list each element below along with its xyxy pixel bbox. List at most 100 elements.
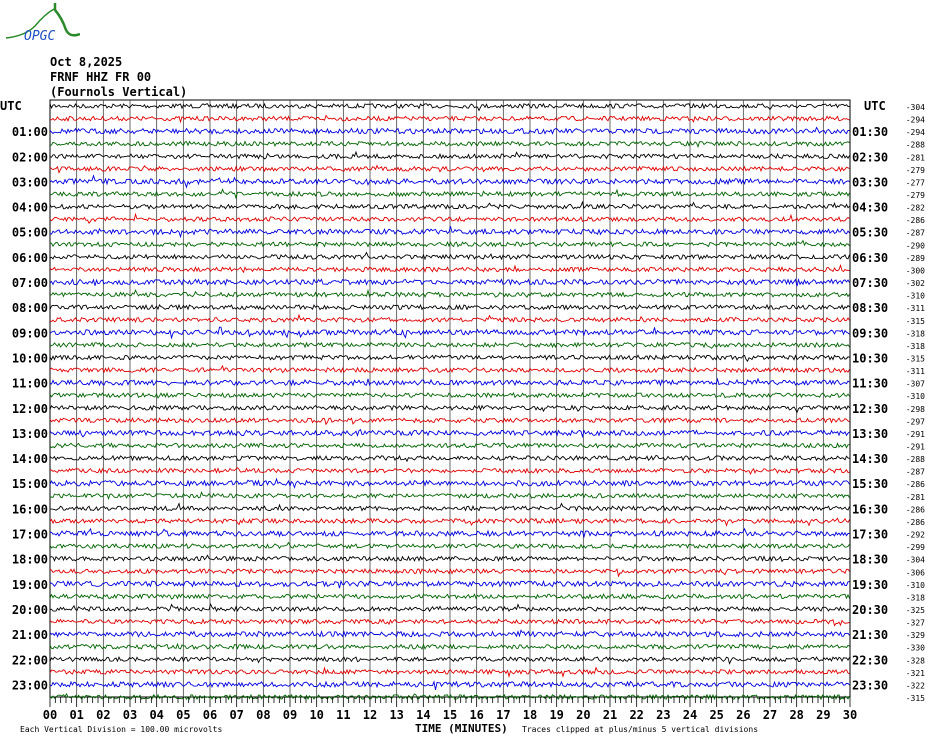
- right-hour-label: 14:30: [852, 452, 888, 466]
- right-hour-label: 08:30: [852, 301, 888, 315]
- x-tick-label: 05: [176, 708, 190, 722]
- right-hour-label: 04:30: [852, 201, 888, 215]
- trace-offset-label: -318: [906, 329, 925, 338]
- x-tick-label: 30: [843, 708, 857, 722]
- left-hour-label: 14:00: [12, 452, 48, 466]
- trace-offset-label: -310: [906, 392, 925, 401]
- left-hour-label: 05:00: [12, 226, 48, 240]
- x-tick-label: 26: [736, 708, 750, 722]
- left-hour-label: 09:00: [12, 326, 48, 340]
- x-tick-label: 18: [523, 708, 537, 722]
- left-hour-label: 16:00: [12, 502, 48, 516]
- trace-offset-label: -322: [906, 681, 925, 690]
- left-hour-label: 08:00: [12, 301, 48, 315]
- trace-offset-label: -298: [906, 405, 925, 414]
- trace-offset-label: -315: [906, 694, 925, 703]
- left-hour-label: 03:00: [12, 175, 48, 189]
- left-hour-label: 06:00: [12, 251, 48, 265]
- trace-offset-label: -286: [906, 480, 925, 489]
- right-hour-label: 05:30: [852, 226, 888, 240]
- x-tick-label: 17: [496, 708, 510, 722]
- left-hour-label: 11:00: [12, 377, 48, 391]
- x-tick-label: 06: [203, 708, 217, 722]
- clip-note: Traces clipped at plus/minus 5 vertical …: [522, 725, 758, 734]
- trace-offset-label: -310: [906, 292, 925, 301]
- scale-note: Each Vertical Division = 100.00 microvol…: [20, 725, 222, 734]
- right-hour-label: 02:30: [852, 150, 888, 164]
- right-hour-label: 18:30: [852, 553, 888, 567]
- x-tick-label: 27: [763, 708, 777, 722]
- trace-offset-label: -302: [906, 279, 925, 288]
- right-hour-label: 03:30: [852, 175, 888, 189]
- x-tick-label: 09: [283, 708, 297, 722]
- right-hour-label: 12:30: [852, 402, 888, 416]
- x-tick-label: 10: [309, 708, 323, 722]
- x-tick-label: 12: [363, 708, 377, 722]
- trace-offset-label: -299: [906, 543, 925, 552]
- trace-offset-label: -318: [906, 342, 925, 351]
- x-tick-label: 25: [709, 708, 723, 722]
- x-tick-label: 19: [549, 708, 563, 722]
- trace-offset-label: -279: [906, 191, 925, 200]
- x-axis-title: TIME (MINUTES): [415, 722, 508, 735]
- trace-offset-label: -328: [906, 656, 925, 665]
- x-tick-label: 22: [629, 708, 643, 722]
- right-hour-label: 21:30: [852, 628, 888, 642]
- right-hour-label: 07:30: [852, 276, 888, 290]
- trace-offset-label: -288: [906, 455, 925, 464]
- trace-offset-label: -294: [906, 116, 925, 125]
- left-hour-label: 07:00: [12, 276, 48, 290]
- right-hour-label: 15:30: [852, 477, 888, 491]
- x-tick-label: 08: [256, 708, 270, 722]
- trace-offset-label: -279: [906, 166, 925, 175]
- right-hour-label: 13:30: [852, 427, 888, 441]
- x-tick-label: 28: [789, 708, 803, 722]
- trace-offset-label: -330: [906, 644, 925, 653]
- left-hour-label: 13:00: [12, 427, 48, 441]
- trace-offset-label: -327: [906, 619, 925, 628]
- trace-offset-label: -292: [906, 531, 925, 540]
- x-tick-label: 01: [69, 708, 83, 722]
- x-tick-label: 04: [149, 708, 163, 722]
- left-hour-label: 02:00: [12, 150, 48, 164]
- right-hour-label: 19:30: [852, 578, 888, 592]
- trace-offset-label: -315: [906, 354, 925, 363]
- trace-offset-label: -287: [906, 229, 925, 238]
- trace-offset-label: -286: [906, 505, 925, 514]
- trace-offset-label: -321: [906, 669, 925, 678]
- x-tick-label: 14: [416, 708, 430, 722]
- left-hour-label: 23:00: [12, 678, 48, 692]
- trace-offset-label: -304: [906, 556, 925, 565]
- left-hour-label: 18:00: [12, 553, 48, 567]
- right-hour-label: 10:30: [852, 351, 888, 365]
- trace-offset-label: -300: [906, 266, 925, 275]
- left-hour-label: 19:00: [12, 578, 48, 592]
- x-tick-label: 24: [683, 708, 697, 722]
- trace-offset-label: -311: [906, 367, 925, 376]
- trace-offset-label: -291: [906, 430, 925, 439]
- left-hour-label: 20:00: [12, 603, 48, 617]
- trace-offset-label: -277: [906, 178, 925, 187]
- left-utc-label: UTC: [0, 99, 22, 113]
- trace-offset-label: -325: [906, 606, 925, 615]
- right-hour-label: 11:30: [852, 377, 888, 391]
- trace-offset-label: -315: [906, 317, 925, 326]
- left-hour-label: 22:00: [12, 653, 48, 667]
- trace-offset-label: -288: [906, 141, 925, 150]
- right-hour-label: 09:30: [852, 326, 888, 340]
- trace-offset-label: -294: [906, 128, 925, 137]
- x-tick-label: 29: [816, 708, 830, 722]
- trace-offset-label: -290: [906, 241, 925, 250]
- trace-offset-label: -281: [906, 153, 925, 162]
- left-hour-label: 21:00: [12, 628, 48, 642]
- trace-offset-label: -329: [906, 631, 925, 640]
- right-hour-label: 16:30: [852, 502, 888, 516]
- trace-offset-label: -310: [906, 581, 925, 590]
- right-hour-label: 17:30: [852, 528, 888, 542]
- trace-offset-label: -306: [906, 568, 925, 577]
- x-tick-label: 11: [336, 708, 350, 722]
- x-tick-label: 13: [389, 708, 403, 722]
- left-hour-label: 10:00: [12, 351, 48, 365]
- right-hour-label: 06:30: [852, 251, 888, 265]
